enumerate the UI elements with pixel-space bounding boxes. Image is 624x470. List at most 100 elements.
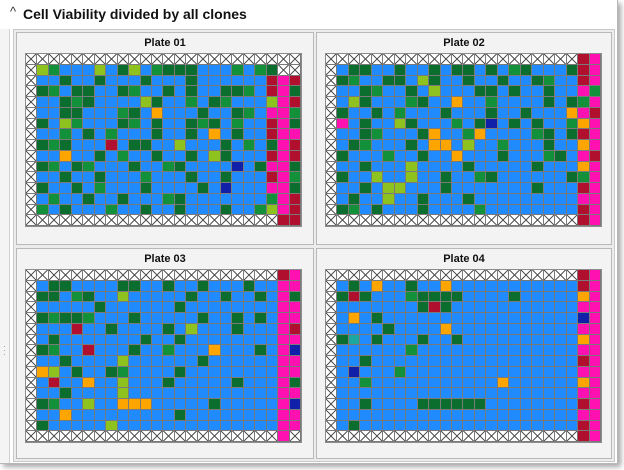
plate-well[interactable] <box>486 75 498 87</box>
plate-well[interactable] <box>348 366 361 378</box>
plate-well[interactable] <box>289 183 301 194</box>
plate-well[interactable] <box>589 291 601 303</box>
plate-well[interactable] <box>266 345 279 356</box>
plate-well[interactable] <box>394 377 407 389</box>
plate-well[interactable] <box>129 75 141 87</box>
empty-well[interactable] <box>26 204 38 216</box>
plate-well[interactable] <box>243 193 256 205</box>
plate-well[interactable] <box>520 75 533 87</box>
plate-well[interactable] <box>555 75 567 87</box>
plate-well[interactable] <box>509 75 521 87</box>
plate-well[interactable] <box>37 313 49 324</box>
plate-well[interactable] <box>37 399 49 410</box>
plate-well[interactable] <box>37 388 49 399</box>
plate-well[interactable] <box>48 280 61 292</box>
plate-well[interactable] <box>278 140 290 151</box>
plate-well[interactable] <box>452 183 464 194</box>
plate-well[interactable] <box>243 204 256 216</box>
plate-well[interactable] <box>532 204 544 216</box>
plate-well[interactable] <box>520 302 533 313</box>
plate-well[interactable] <box>163 409 175 421</box>
empty-well[interactable] <box>326 377 338 389</box>
plate-well[interactable] <box>371 150 384 162</box>
plate-well[interactable] <box>532 388 544 399</box>
plate-well[interactable] <box>243 150 256 162</box>
plate-well[interactable] <box>152 280 164 292</box>
plate-well[interactable] <box>37 334 49 346</box>
plate-well[interactable] <box>509 183 521 194</box>
plate-well[interactable] <box>348 345 361 356</box>
plate-well[interactable] <box>197 399 210 410</box>
empty-well[interactable] <box>37 270 49 281</box>
plate-well[interactable] <box>348 75 361 87</box>
plate-well[interactable] <box>371 345 384 356</box>
plate-well[interactable] <box>220 345 233 356</box>
empty-well[interactable] <box>266 54 279 65</box>
plate-well[interactable] <box>209 280 221 292</box>
empty-well[interactable] <box>37 215 49 226</box>
plate-well[interactable] <box>106 409 118 421</box>
plate-well[interactable] <box>255 366 267 378</box>
plate-well[interactable] <box>509 118 521 130</box>
plate-well[interactable] <box>152 86 164 97</box>
plate-well[interactable] <box>94 75 107 87</box>
plate-well[interactable] <box>140 388 153 399</box>
plate-well[interactable] <box>186 86 198 97</box>
empty-well[interactable] <box>348 431 361 442</box>
plate-well[interactable] <box>266 302 279 313</box>
plate-well[interactable] <box>383 183 395 194</box>
plate-well[interactable] <box>186 129 198 140</box>
plate-well[interactable] <box>497 204 510 216</box>
empty-well[interactable] <box>232 270 244 281</box>
plate-well[interactable] <box>60 334 72 346</box>
plate-well[interactable] <box>348 204 361 216</box>
plate-well[interactable] <box>555 107 567 119</box>
empty-well[interactable] <box>243 270 256 281</box>
plate-well[interactable] <box>543 64 556 76</box>
plate-well[interactable] <box>566 399 579 410</box>
plate-well[interactable] <box>220 409 233 421</box>
empty-well[interactable] <box>106 431 118 442</box>
plate-well[interactable] <box>463 183 475 194</box>
plate-well[interactable] <box>589 118 601 130</box>
empty-well[interactable] <box>106 54 118 65</box>
plate-well[interactable] <box>255 409 267 421</box>
plate-well[interactable] <box>486 97 498 108</box>
plate-well[interactable] <box>360 86 372 97</box>
plate-well[interactable] <box>197 377 210 389</box>
plate-well[interactable] <box>186 356 198 367</box>
empty-well[interactable] <box>555 54 567 65</box>
plate-well[interactable] <box>532 323 544 335</box>
plate-well[interactable] <box>266 75 279 87</box>
plate-well[interactable] <box>578 97 590 108</box>
empty-well[interactable] <box>197 431 210 442</box>
empty-well[interactable] <box>26 399 38 410</box>
plate-well[interactable] <box>289 140 301 151</box>
plate-well[interactable] <box>266 140 279 151</box>
plate-well[interactable] <box>589 193 601 205</box>
plate-well[interactable] <box>486 409 498 421</box>
plate-well[interactable] <box>520 107 533 119</box>
plate-well[interactable] <box>106 345 118 356</box>
plate-well[interactable] <box>578 291 590 303</box>
plate-well[interactable] <box>209 377 221 389</box>
plate-well[interactable] <box>520 204 533 216</box>
plate-well[interactable] <box>589 64 601 76</box>
plate-well[interactable] <box>555 366 567 378</box>
plate-well[interactable] <box>209 193 221 205</box>
plate-well[interactable] <box>589 388 601 399</box>
plate-well[interactable] <box>163 140 175 151</box>
empty-well[interactable] <box>383 270 395 281</box>
left-splitter[interactable]: · · · <box>0 29 10 463</box>
plate-well[interactable] <box>589 334 601 346</box>
plate-well[interactable] <box>348 334 361 346</box>
plate-well[interactable] <box>394 334 407 346</box>
plate-well[interactable] <box>266 172 279 183</box>
empty-well[interactable] <box>255 54 267 65</box>
plate-well[interactable] <box>452 377 464 389</box>
plate-well[interactable] <box>452 399 464 410</box>
plate-well[interactable] <box>117 409 130 421</box>
plate-well[interactable] <box>348 183 361 194</box>
plate-well[interactable] <box>440 334 453 346</box>
plate-well[interactable] <box>174 345 187 356</box>
